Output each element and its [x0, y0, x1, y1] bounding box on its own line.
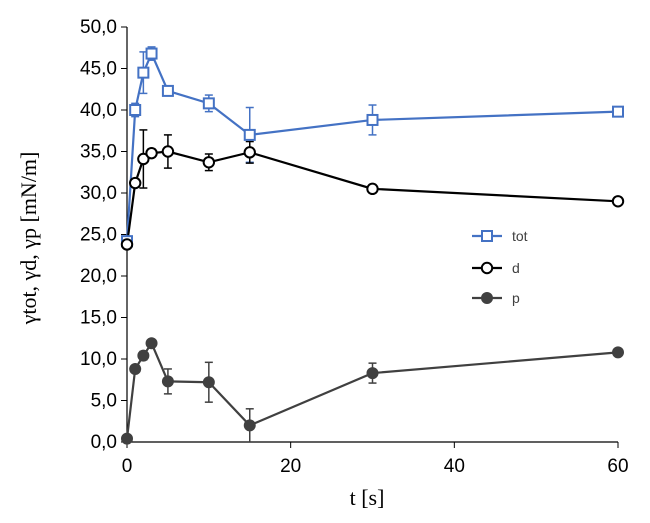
data-point-d [161, 145, 175, 158]
data-point-p [121, 432, 133, 445]
data-point-p [129, 362, 142, 375]
x-tick-label: 40 [444, 456, 465, 477]
x-axis-label: t [s] [350, 485, 385, 510]
data-point-tot [243, 128, 256, 141]
data-point-p [366, 367, 379, 380]
y-tick-label: 15,0 [80, 308, 117, 329]
y-tick-label: 5,0 [91, 391, 117, 412]
data-point-tot [129, 104, 142, 116]
legend-label-p: p [512, 290, 520, 306]
y-tick-label: 40,0 [80, 100, 117, 121]
data-point-d [120, 238, 134, 251]
axes [121, 26, 619, 448]
legend-label-tot: tot [512, 228, 528, 244]
y-tick-label: 25,0 [80, 225, 117, 246]
series-line-p [125, 340, 619, 439]
y-tick-label: 10,0 [80, 349, 117, 370]
legend-marker-d [480, 261, 494, 275]
y-tick-label: 0,0 [91, 432, 117, 453]
data-point-d [145, 146, 158, 160]
data-point-p [145, 337, 158, 350]
legend-label-d: d [512, 260, 520, 276]
data-point-tot [612, 105, 624, 118]
x-tick-label: 60 [607, 456, 628, 477]
y-tick-label: 20,0 [80, 266, 117, 287]
data-point-p [243, 419, 256, 432]
y-tick-label: 45,0 [80, 59, 117, 80]
data-point-d [243, 146, 256, 159]
data-point-d [202, 156, 216, 169]
data-point-tot [202, 97, 215, 110]
data-point-tot [366, 113, 379, 126]
series-markers [120, 47, 625, 445]
data-point-p [202, 376, 215, 389]
legend: tot dp [472, 228, 528, 306]
data-point-d [128, 176, 142, 190]
data-point-tot [145, 47, 158, 60]
data-point-d [366, 182, 379, 196]
series-line-tot [125, 50, 619, 242]
data-point-p [161, 375, 174, 388]
tick-labels: 0,0 5,0 10,0 15,0 20,0 25,0 30,0 35,0 40,0 45,0 50… [80, 17, 629, 477]
data-point-p [137, 349, 150, 362]
data-point-d [611, 195, 625, 208]
series-line-d [125, 150, 619, 245]
data-point-tot [161, 84, 174, 97]
y-tick-label: 50,0 [80, 17, 117, 38]
data-point-p [612, 346, 624, 359]
y-tick-label: 30,0 [80, 183, 117, 204]
x-tick-label: 20 [280, 456, 301, 477]
data-point-tot [137, 66, 150, 79]
y-axis-label: γtot, γd, γp [mN/m] [16, 152, 41, 326]
y-tick-label: 35,0 [80, 142, 117, 163]
data-point-d [137, 152, 150, 166]
x-tick-label: 0 [122, 456, 133, 477]
legend-marker-p [481, 292, 493, 304]
legend-marker-tot [481, 230, 493, 242]
